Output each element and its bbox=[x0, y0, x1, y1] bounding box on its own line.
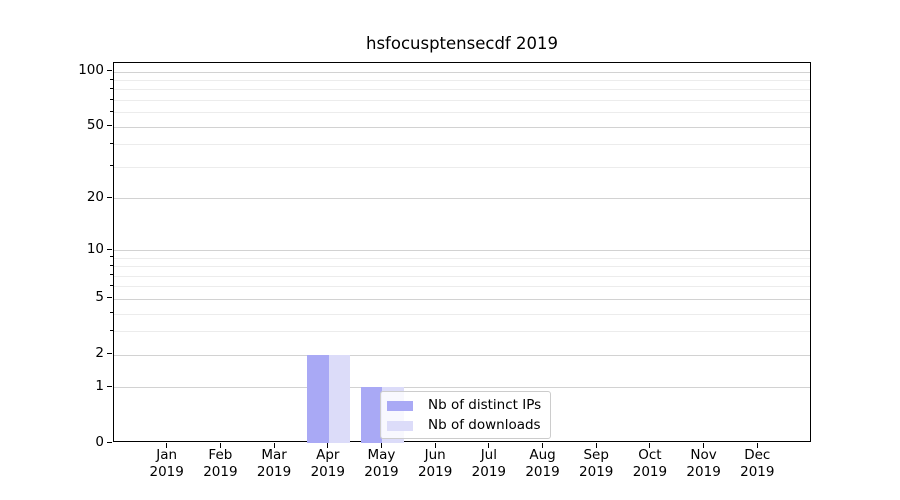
x-tick-label: Feb 2019 bbox=[203, 447, 238, 480]
y-minor-tick bbox=[109, 264, 113, 266]
bar bbox=[307, 354, 329, 443]
x-tick-label: Jan 2019 bbox=[149, 447, 184, 480]
minor-gridline bbox=[114, 313, 810, 315]
y-minor-tick bbox=[109, 110, 113, 112]
legend-item: Nb of downloads bbox=[387, 417, 541, 434]
major-gridline bbox=[114, 387, 810, 389]
y-tick bbox=[107, 353, 112, 355]
x-tick bbox=[703, 443, 705, 448]
x-tick-label: Apr 2019 bbox=[310, 447, 345, 480]
y-tick bbox=[107, 125, 112, 127]
minor-gridline bbox=[114, 286, 810, 288]
major-gridline bbox=[114, 250, 810, 252]
y-minor-tick bbox=[109, 87, 113, 89]
y-tick-label: 5 bbox=[95, 289, 104, 306]
legend-swatch-downloads bbox=[387, 420, 413, 431]
legend-swatch-distinct-ips bbox=[387, 400, 413, 411]
legend-label: Nb of distinct IPs bbox=[428, 397, 542, 413]
x-tick bbox=[434, 443, 436, 448]
y-minor-tick bbox=[109, 142, 113, 144]
major-gridline bbox=[114, 198, 810, 200]
y-minor-tick bbox=[109, 98, 113, 100]
y-minor-tick bbox=[109, 329, 113, 331]
legend-item: Nb of distinct IPs bbox=[387, 397, 541, 414]
major-gridline bbox=[114, 126, 810, 128]
chart-title: hsfocusptensecdf 2019 bbox=[366, 34, 558, 53]
minor-gridline bbox=[114, 89, 810, 91]
bar bbox=[328, 354, 351, 443]
x-tick bbox=[273, 443, 275, 448]
x-tick-label: Aug 2019 bbox=[525, 447, 560, 480]
minor-gridline bbox=[114, 144, 810, 146]
x-tick-label: Nov 2019 bbox=[686, 447, 721, 480]
x-tick-label: Oct 2019 bbox=[632, 447, 668, 480]
minor-gridline bbox=[114, 331, 810, 333]
y-tick bbox=[107, 441, 112, 443]
x-tick bbox=[166, 443, 168, 448]
x-tick-label: Sep 2019 bbox=[579, 447, 614, 480]
y-tick-label: 1 bbox=[95, 377, 104, 394]
y-minor-tick bbox=[109, 312, 113, 314]
x-tick bbox=[380, 443, 382, 448]
x-tick bbox=[542, 443, 544, 448]
y-tick-label: 10 bbox=[86, 240, 104, 257]
x-tick-label: Mar 2019 bbox=[256, 447, 292, 480]
x-tick bbox=[595, 443, 597, 448]
y-minor-tick bbox=[109, 284, 113, 286]
x-tick bbox=[649, 443, 651, 448]
legend: Nb of distinct IPs Nb of downloads bbox=[380, 391, 552, 439]
x-tick-label: May 2019 bbox=[364, 447, 399, 480]
x-tick-label: Jul 2019 bbox=[471, 447, 507, 480]
x-tick-label: Jun 2019 bbox=[417, 447, 453, 480]
y-minor-tick bbox=[109, 165, 113, 167]
x-tick bbox=[327, 443, 329, 448]
legend-label: Nb of downloads bbox=[428, 417, 541, 433]
plot-area bbox=[113, 62, 811, 443]
y-tick-label: 100 bbox=[78, 62, 104, 79]
minor-gridline bbox=[114, 166, 810, 168]
minor-gridline bbox=[114, 257, 810, 259]
y-tick bbox=[107, 70, 112, 72]
y-tick bbox=[107, 248, 112, 250]
y-tick-label: 2 bbox=[95, 345, 104, 362]
minor-gridline bbox=[114, 266, 810, 268]
major-gridline bbox=[114, 354, 810, 356]
y-minor-tick bbox=[109, 256, 113, 258]
major-gridline bbox=[114, 71, 810, 73]
y-tick bbox=[107, 196, 112, 198]
minor-gridline bbox=[114, 100, 810, 102]
minor-gridline bbox=[114, 80, 810, 82]
x-tick bbox=[488, 443, 490, 448]
x-tick bbox=[756, 443, 758, 448]
y-tick bbox=[107, 297, 112, 299]
y-tick-label: 20 bbox=[86, 188, 104, 205]
minor-gridline bbox=[114, 275, 810, 277]
y-tick-label: 50 bbox=[86, 117, 104, 134]
y-tick-label: 0 bbox=[95, 433, 104, 450]
major-gridline bbox=[114, 298, 810, 300]
minor-gridline bbox=[114, 112, 810, 114]
y-tick bbox=[107, 385, 112, 387]
bar bbox=[360, 387, 383, 443]
x-tick bbox=[219, 443, 221, 448]
y-minor-tick bbox=[109, 78, 113, 80]
x-tick-label: Dec 2019 bbox=[740, 447, 775, 480]
y-minor-tick bbox=[109, 274, 113, 276]
